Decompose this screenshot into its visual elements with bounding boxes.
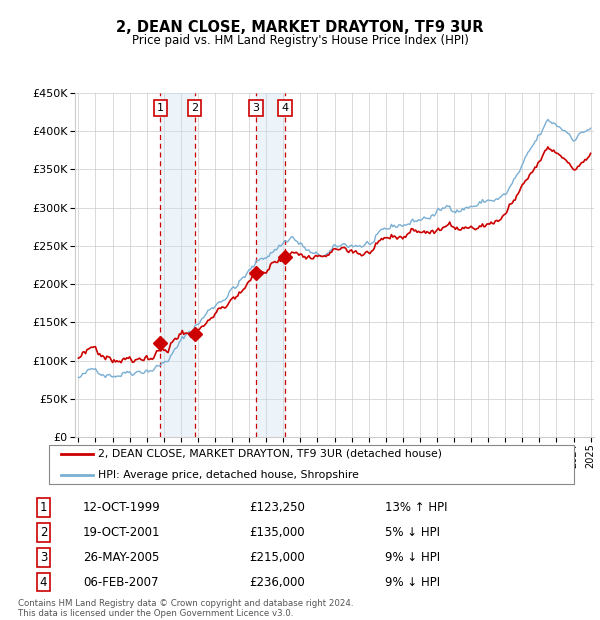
Text: £215,000: £215,000 (249, 551, 305, 564)
Text: 3: 3 (40, 551, 47, 564)
Text: 12-OCT-1999: 12-OCT-1999 (83, 501, 161, 513)
Text: 19-OCT-2001: 19-OCT-2001 (83, 526, 160, 539)
Text: HPI: Average price, detached house, Shropshire: HPI: Average price, detached house, Shro… (98, 470, 359, 480)
Text: 1: 1 (40, 501, 47, 513)
Text: 26-MAY-2005: 26-MAY-2005 (83, 551, 159, 564)
Text: 4: 4 (281, 104, 289, 113)
Bar (256, 93, 285, 437)
Text: 1: 1 (157, 104, 164, 113)
Text: £236,000: £236,000 (249, 575, 305, 588)
Text: £135,000: £135,000 (249, 526, 305, 539)
Text: 2: 2 (40, 526, 47, 539)
Text: 2, DEAN CLOSE, MARKET DRAYTON, TF9 3UR (detached house): 2, DEAN CLOSE, MARKET DRAYTON, TF9 3UR (… (98, 449, 442, 459)
Text: 9% ↓ HPI: 9% ↓ HPI (385, 575, 440, 588)
Text: Price paid vs. HM Land Registry's House Price Index (HPI): Price paid vs. HM Land Registry's House … (131, 34, 469, 47)
Text: 5% ↓ HPI: 5% ↓ HPI (385, 526, 440, 539)
Bar (160, 93, 194, 437)
Text: Contains HM Land Registry data © Crown copyright and database right 2024.
This d: Contains HM Land Registry data © Crown c… (18, 599, 353, 618)
Text: 13% ↑ HPI: 13% ↑ HPI (385, 501, 447, 513)
Text: 2, DEAN CLOSE, MARKET DRAYTON, TF9 3UR: 2, DEAN CLOSE, MARKET DRAYTON, TF9 3UR (116, 20, 484, 35)
Text: 9% ↓ HPI: 9% ↓ HPI (385, 551, 440, 564)
Text: 3: 3 (253, 104, 259, 113)
Text: 2: 2 (191, 104, 198, 113)
Text: £123,250: £123,250 (249, 501, 305, 513)
Text: 4: 4 (40, 575, 47, 588)
Text: 06-FEB-2007: 06-FEB-2007 (83, 575, 158, 588)
FancyBboxPatch shape (49, 445, 574, 484)
